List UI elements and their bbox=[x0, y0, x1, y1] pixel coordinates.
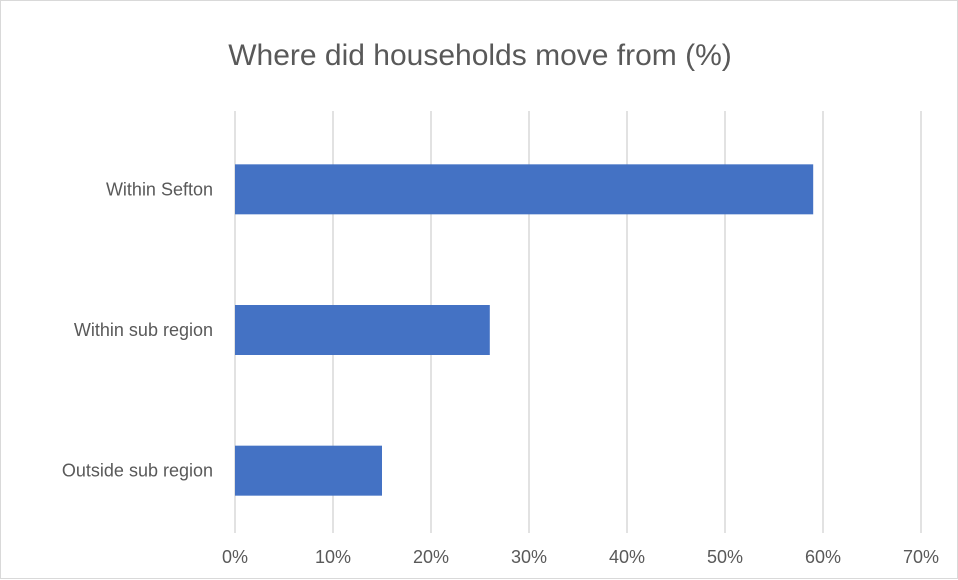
x-tick-label-30: 30% bbox=[511, 547, 547, 567]
chart-title: Where did households move from (%) bbox=[228, 39, 732, 72]
bar-outside-sub-region bbox=[235, 445, 382, 496]
x-tick-label-10: 10% bbox=[315, 547, 351, 567]
bar-within-sub-region bbox=[235, 305, 490, 355]
x-tick-label-70: 70% bbox=[903, 547, 939, 567]
x-tick-label-40: 40% bbox=[609, 547, 645, 567]
x-tick-label-0: 0% bbox=[222, 547, 248, 567]
category-label-within-sefton: Within Sefton bbox=[106, 179, 213, 199]
bar-within-sefton bbox=[235, 164, 814, 215]
category-label-outside-sub-region: Outside sub region bbox=[62, 461, 213, 481]
x-tick-label-60: 60% bbox=[805, 547, 841, 567]
x-tick-label-20: 20% bbox=[413, 547, 449, 567]
x-tick-label-50: 50% bbox=[707, 547, 743, 567]
category-label-within-sub-region: Within sub region bbox=[74, 320, 213, 340]
